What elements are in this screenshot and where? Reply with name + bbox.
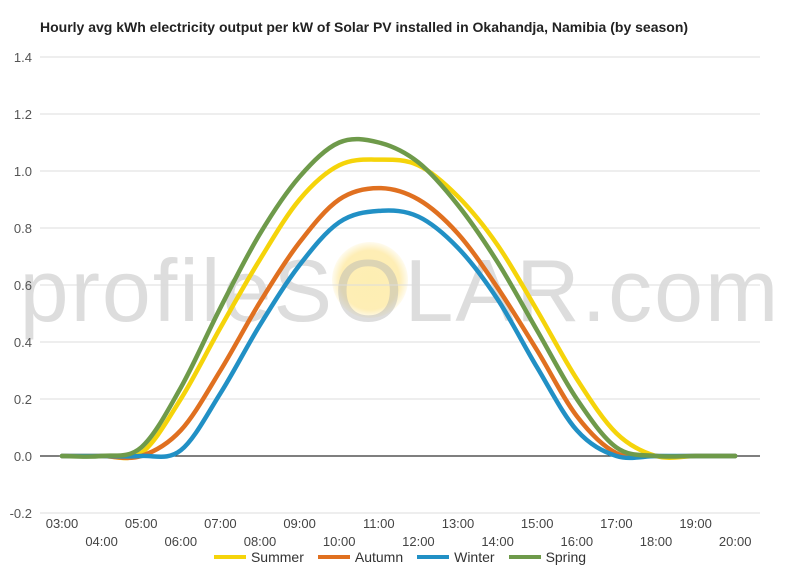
- y-tick-label: 0.6: [14, 278, 32, 293]
- x-tick-label: 03:00: [46, 516, 79, 531]
- legend-swatch: [417, 555, 450, 559]
- legend-item-summer[interactable]: Summer: [213, 549, 304, 565]
- x-tick-label: 20:00: [719, 534, 752, 549]
- y-tick-label: 0.4: [14, 335, 32, 350]
- x-tick-label: 17:00: [600, 516, 633, 531]
- x-tick-label: 18:00: [640, 534, 673, 549]
- x-tick-label: 11:00: [363, 516, 395, 531]
- watermark-sun-logo: [332, 242, 408, 318]
- x-tick-label: 13:00: [442, 516, 475, 531]
- legend-label: Winter: [454, 549, 495, 565]
- legend-item-winter[interactable]: Winter: [417, 549, 495, 565]
- watermark-text: profileSOLAR.com: [19, 241, 781, 340]
- legend-swatch: [317, 555, 350, 559]
- series-line-spring: [59, 136, 738, 459]
- x-tick-label: 19:00: [679, 516, 712, 531]
- x-tick-label: 14:00: [481, 534, 514, 549]
- x-tick-label: 05:00: [125, 516, 158, 531]
- x-tick-label: 12:00: [402, 534, 435, 549]
- y-tick-label: 1.0: [14, 164, 32, 179]
- legend-item-spring[interactable]: Spring: [508, 549, 587, 565]
- series-line-winter: [59, 208, 738, 461]
- y-tick-label: 0.0: [14, 449, 32, 464]
- y-tick-label: 1.4: [14, 50, 32, 65]
- x-tick-label: 04:00: [85, 534, 118, 549]
- series-line-summer: [59, 157, 738, 461]
- x-tick-label: 10:00: [323, 534, 356, 549]
- x-tick-label: 09:00: [283, 516, 316, 531]
- legend-swatch: [213, 555, 246, 559]
- legend-label: Summer: [250, 549, 304, 565]
- x-axis-ticks: 03:00 04:00 05:00 06:00 07:00 08:00 09:00 10:00…: [46, 516, 752, 549]
- x-tick-label: 07:00: [204, 516, 237, 531]
- y-tick-label: -0.2: [10, 506, 32, 521]
- x-tick-label: 08:00: [244, 534, 277, 549]
- y-tick-label: 1.2: [14, 107, 32, 122]
- legend-item-autumn[interactable]: Autumn: [317, 549, 404, 565]
- series-lines: [59, 136, 738, 461]
- x-tick-label: 06:00: [165, 534, 198, 549]
- legend-swatch: [508, 555, 541, 559]
- legend-label: Autumn: [354, 549, 404, 565]
- grid: [40, 56, 760, 514]
- x-tick-label: 15:00: [521, 516, 554, 531]
- y-tick-label: 0.8: [14, 221, 32, 236]
- legend-label: Spring: [545, 549, 587, 565]
- y-axis-ticks: -0.2 0.0 0.2 0.4 0.6 0.8 1.0 1.2 1.4: [10, 50, 32, 521]
- x-tick-label: 16:00: [561, 534, 594, 549]
- legend: Summer Autumn Winter Spring: [0, 549, 800, 565]
- y-tick-label: 0.2: [14, 392, 32, 407]
- series-line-autumn: [59, 185, 738, 461]
- chart-title: Hourly avg kWh electricity output per kW…: [40, 19, 689, 35]
